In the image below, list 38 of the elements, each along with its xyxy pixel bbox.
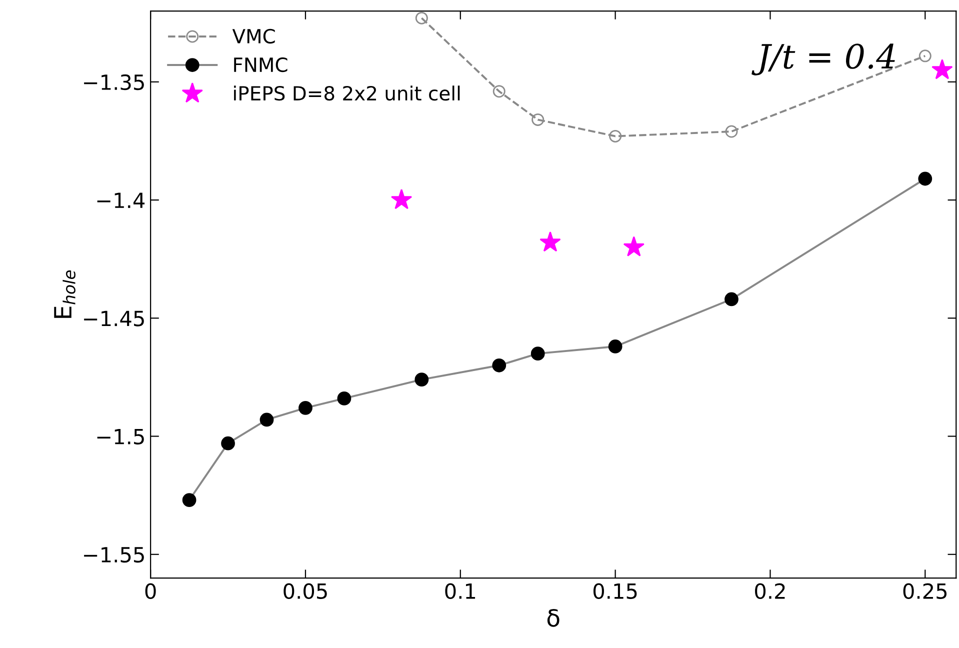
point [608, 340, 622, 354]
point [918, 50, 932, 62]
point [530, 346, 545, 361]
x-tick-label: 0.25 [903, 583, 947, 600]
point [918, 172, 932, 186]
annotation: J/t = 0.4 [752, 44, 895, 76]
y-tick-label: −1.5 [97, 428, 144, 444]
point [532, 113, 544, 126]
y-tick-label: −1.45 [84, 310, 144, 326]
point [182, 493, 196, 507]
legend-label: iPEPS D=8 2x2 unit cell [234, 86, 460, 101]
y-tick-label: −1.55 [84, 547, 144, 563]
point [337, 392, 352, 406]
point [221, 436, 235, 450]
point [390, 188, 412, 210]
point [724, 292, 738, 306]
point [492, 85, 506, 98]
x-axis-title: δ [547, 609, 560, 627]
y-tick-label: −1.4 [97, 192, 145, 208]
x-tick-label: 0.1 [445, 583, 476, 600]
y-axis-title: E$_{hole}$ [54, 270, 76, 318]
legend-label: FNMC [234, 57, 288, 72]
legend-label: VMC [232, 28, 275, 44]
x-tick-label: 0 [145, 583, 156, 600]
point [414, 372, 429, 387]
point [609, 130, 622, 142]
point [492, 358, 506, 372]
point [298, 400, 312, 415]
x-tick-label: 0.05 [284, 583, 327, 600]
point [260, 412, 274, 427]
point [623, 236, 644, 256]
x-tick-label: 0.2 [755, 583, 785, 600]
point [725, 125, 738, 138]
y-tick-label: −1.35 [84, 74, 144, 90]
point [932, 58, 953, 80]
x-tick-label: 0.15 [593, 583, 637, 600]
point [540, 231, 561, 252]
point [415, 12, 428, 24]
